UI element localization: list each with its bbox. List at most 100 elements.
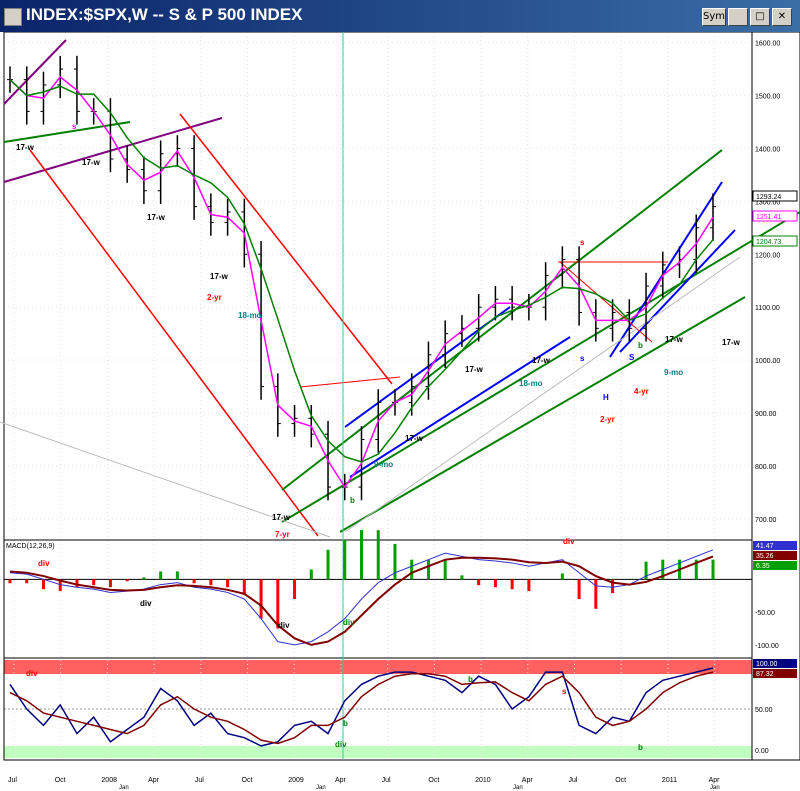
price-annotation: 2-yr bbox=[600, 415, 615, 424]
title-bar: INDEX:$SPX,W -- S & P 500 INDEX Sym □ ✕ bbox=[0, 0, 800, 32]
macd-annotation: div bbox=[563, 537, 575, 546]
x-tick-label: 2009 bbox=[288, 777, 304, 784]
x-tick-label: Oct bbox=[428, 777, 439, 784]
chart-title: INDEX:$SPX,W -- S & P 500 INDEX bbox=[26, 5, 303, 24]
y-tick-label: 1000.00 bbox=[755, 358, 780, 365]
trend-line bbox=[349, 336, 571, 478]
symbol-button[interactable]: Sym bbox=[702, 8, 726, 26]
price-annotation: 9-mo bbox=[374, 460, 393, 469]
ma-fast-line bbox=[9, 75, 714, 489]
x-sub-label: Jan bbox=[513, 785, 523, 791]
x-tick-label: Jul bbox=[569, 777, 578, 784]
stock-chart: Jul Oct 2008 Apr Jul Oct 2009 Apr Jul Oct 2010 Apr J… bbox=[0, 32, 800, 791]
trend-line bbox=[3, 39, 67, 105]
stoch-y-tick-label: 50.00 bbox=[755, 707, 773, 714]
price-annotation: 4-yr bbox=[634, 387, 649, 396]
x-tick-label: 2008 bbox=[101, 777, 117, 784]
stoch-value-label: 100.00 bbox=[756, 661, 778, 668]
x-tick-label: Oct bbox=[615, 777, 626, 784]
trend-line bbox=[179, 113, 393, 385]
macd-label-box bbox=[753, 541, 797, 550]
macd-label-box bbox=[753, 551, 797, 560]
stoch-annotation: b bbox=[638, 743, 643, 752]
x-sub-label: Jan bbox=[119, 785, 129, 791]
price-label-box bbox=[752, 235, 798, 247]
price-label: 1204.73 bbox=[756, 239, 781, 246]
macd-panel-title: MACD(12,26,9) bbox=[6, 543, 55, 550]
price-annotation: H bbox=[603, 393, 609, 402]
y-tick-label: 700.00 bbox=[755, 517, 777, 524]
macd-annotation: div bbox=[278, 621, 290, 630]
oversold-band bbox=[4, 746, 752, 758]
y-tick-label: 1100.00 bbox=[755, 305, 780, 312]
y-tick-label: 1300.00 bbox=[755, 199, 780, 206]
x-tick-label: Oct bbox=[55, 777, 66, 784]
y-tick-label: 1200.00 bbox=[755, 252, 780, 259]
stoch-annotation: div bbox=[26, 669, 38, 678]
macd-annotation: div bbox=[38, 559, 50, 568]
trend-line bbox=[339, 296, 746, 533]
stoch-slow-line bbox=[9, 671, 714, 745]
y-tick-label: 800.00 bbox=[755, 464, 777, 471]
maximize-button[interactable]: □ bbox=[750, 8, 770, 26]
price-annotation: 17-w bbox=[665, 335, 684, 344]
price-annotation: 9-mo bbox=[664, 368, 683, 377]
app-icon bbox=[4, 8, 22, 26]
price-annotation: 2-yr bbox=[207, 293, 222, 302]
price-annotation: s bbox=[72, 122, 77, 131]
price-annotation: 17-w bbox=[16, 143, 35, 152]
trend-line bbox=[3, 121, 131, 143]
stoch-label-box bbox=[753, 659, 797, 668]
price-annotation: 17-w bbox=[532, 356, 551, 365]
price-annotation: 17-w bbox=[147, 213, 166, 222]
price-annotation: s bbox=[580, 238, 585, 247]
macd-y-tick-label: -50.00 bbox=[755, 610, 775, 617]
macd-annotation: div bbox=[343, 618, 355, 627]
overbought-band bbox=[4, 660, 752, 674]
price-label: 1251.41 bbox=[756, 214, 781, 221]
stoch-fast-line bbox=[9, 667, 714, 747]
price-annotation: S bbox=[629, 353, 635, 362]
price-annotation: 18-mo bbox=[519, 379, 543, 388]
x-tick-label: 2010 bbox=[475, 777, 491, 784]
macd-signal-line bbox=[9, 555, 714, 646]
x-tick-label: Jul bbox=[8, 777, 17, 784]
price-label-box bbox=[752, 190, 798, 202]
price-annotation: s bbox=[580, 354, 585, 363]
price-annotation: 7-yr bbox=[275, 530, 290, 539]
price-annotation: 17-w bbox=[210, 272, 229, 281]
y-tick-label: 1600.00 bbox=[755, 41, 780, 48]
x-tick-label: Jul bbox=[195, 777, 204, 784]
macd-value-label: 6.35 bbox=[756, 563, 770, 570]
x-tick-label: Apr bbox=[522, 777, 534, 784]
price-annotation: b bbox=[638, 341, 643, 350]
x-tick-label: Apr bbox=[709, 777, 721, 784]
x-sub-label: Jan bbox=[710, 785, 720, 791]
price-annotation: b bbox=[350, 496, 355, 505]
x-sub-label: Jan bbox=[316, 785, 326, 791]
trend-line bbox=[299, 376, 401, 388]
x-tick-label: Jul bbox=[382, 777, 391, 784]
x-tick-label: Oct bbox=[242, 777, 253, 784]
price-annotation: 18-mo bbox=[238, 311, 262, 320]
x-tick-label: Apr bbox=[335, 777, 347, 784]
trend-line bbox=[344, 256, 741, 533]
price-label-box bbox=[752, 210, 798, 222]
close-button[interactable]: ✕ bbox=[772, 8, 792, 26]
stoch-value-label: 87.32 bbox=[756, 671, 774, 678]
macd-annotation: div bbox=[140, 599, 152, 608]
price-annotation: 17-w bbox=[82, 158, 101, 167]
y-tick-label: 1400.00 bbox=[755, 146, 780, 153]
x-tick-label: 2011 bbox=[662, 777, 677, 784]
trend-line bbox=[619, 229, 736, 353]
trend-line bbox=[3, 117, 223, 183]
stoch-label-box bbox=[753, 669, 797, 678]
price-annotation: 17-w bbox=[272, 513, 291, 522]
minimize-button[interactable] bbox=[728, 8, 748, 26]
macd-value-label: 41.47 bbox=[756, 543, 774, 550]
x-tick-label: Apr bbox=[148, 777, 160, 784]
price-annotation: 17-w bbox=[465, 365, 484, 374]
trend-line bbox=[29, 149, 319, 537]
price-axis-area bbox=[751, 32, 800, 761]
